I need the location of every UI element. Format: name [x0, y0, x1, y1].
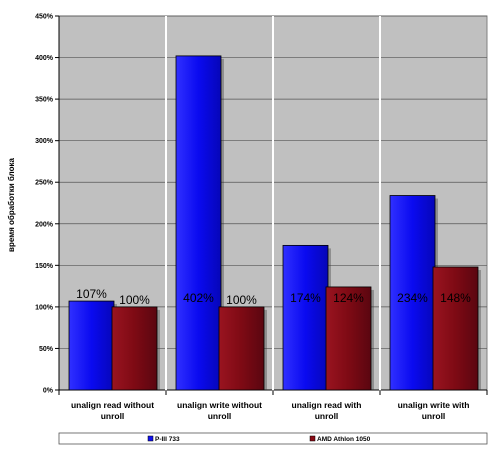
bar: [325, 286, 372, 391]
y-tick-label: 300%: [35, 138, 54, 145]
x-category-label: unalign read without: [71, 400, 154, 410]
y-tick-label: 450%: [35, 14, 54, 21]
data-label: 234%: [397, 291, 428, 305]
y-tick-label: 0%: [43, 388, 54, 395]
bar: [175, 55, 222, 391]
y-tick-label: 100%: [35, 304, 54, 311]
data-labels: 107% 100% 402% 100% 174% 124% 234% 148%: [76, 287, 471, 307]
x-category-label: unalign read with: [292, 400, 362, 410]
bar: [432, 266, 479, 391]
data-label: 174%: [290, 291, 321, 305]
bars: [68, 55, 481, 391]
y-tick-label: 200%: [35, 221, 54, 228]
y-tick-label: 400%: [35, 55, 54, 62]
y-tick-label: 350%: [35, 97, 54, 104]
bar: [389, 195, 436, 391]
data-label: 100%: [119, 293, 150, 307]
legend-label: AMD Athlon 1050: [317, 436, 371, 443]
x-category-label: unroll: [315, 411, 339, 421]
y-tick-label: 250%: [35, 180, 54, 187]
x-category-label: unroll: [101, 411, 125, 421]
x-category-label: unroll: [422, 411, 446, 421]
bar: [111, 306, 158, 391]
data-label: 100%: [226, 293, 257, 307]
data-label: 402%: [183, 291, 214, 305]
legend-box: [58, 432, 488, 445]
y-tick-label: 50%: [39, 346, 54, 353]
category-separators: [58, 16, 488, 396]
legend-swatch: [147, 435, 154, 442]
data-label: 107%: [76, 287, 107, 301]
x-category-label: unalign write with: [398, 400, 470, 410]
legend-swatch: [309, 435, 316, 442]
y-tick-label: 150%: [35, 263, 54, 270]
bar: [218, 306, 265, 391]
bar: [68, 300, 115, 391]
x-category-label: unalign write without: [177, 400, 262, 410]
data-label: 124%: [333, 291, 364, 305]
data-label: 148%: [440, 291, 471, 305]
bar: [282, 244, 329, 391]
legend: P-III 733 AMD Athlon 1050: [58, 432, 488, 445]
y-axis-label: время обработки блока: [7, 158, 16, 252]
x-category-label: unroll: [208, 411, 232, 421]
legend-label: P-III 733: [155, 436, 180, 443]
